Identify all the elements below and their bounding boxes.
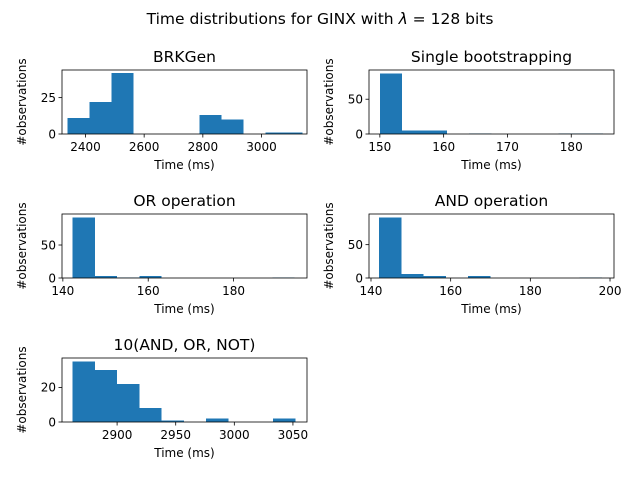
- histogram-bar: [139, 408, 162, 422]
- histogram-bar: [94, 276, 118, 278]
- histogram-bar: [468, 276, 491, 278]
- histogram-bar: [161, 420, 184, 422]
- x-tick-label: 2400: [70, 140, 101, 154]
- x-tick-label: 200: [599, 284, 622, 298]
- x-tick-label: 160: [432, 140, 455, 154]
- subplot-title: Single bootstrapping: [411, 48, 572, 66]
- subplot-brkgen: BRKGen Time (ms) #observations 2400 2600 2…: [15, 48, 308, 172]
- histogram-bar: [72, 361, 95, 422]
- subplot-single-bootstrapping: Single bootstrapping Time (ms) #observat…: [322, 48, 615, 172]
- x-axis-label: Time (ms): [460, 302, 522, 316]
- bars: [379, 73, 604, 134]
- histogram-bar: [221, 119, 244, 134]
- histogram-bar: [206, 418, 229, 422]
- x-tick-label: 3000: [219, 428, 250, 442]
- subplot-title: BRKGen: [153, 48, 216, 66]
- histogram-bar: [273, 418, 296, 422]
- y-axis-label: #observations: [322, 58, 336, 145]
- y-axis-label: #observations: [15, 202, 29, 289]
- x-axis-label: Time (ms): [153, 446, 215, 460]
- subplot-title: 10(AND, OR, NOT): [114, 336, 256, 354]
- y-tick-label: 0: [355, 127, 363, 141]
- figure-title-prefix: Time distributions for GINX with: [146, 10, 399, 28]
- histogram-bar: [199, 115, 222, 134]
- y-axis-label: #observations: [322, 202, 336, 289]
- x-tick-label: 140: [51, 284, 74, 298]
- x-tick-label: 180: [560, 140, 583, 154]
- axes-frame: [61, 213, 308, 279]
- subplot-and-operation: AND operation Time (ms) #observations 14…: [322, 192, 621, 316]
- x-tick-label: 160: [137, 284, 160, 298]
- y-axis-label: #observations: [15, 346, 29, 433]
- subplot-10-and-or-not: 10(AND, OR, NOT) Time (ms) #observations…: [15, 336, 308, 460]
- y-tick-label: 20: [41, 381, 56, 395]
- x-tick-label: 2600: [129, 140, 160, 154]
- y-tick-label: 0: [48, 415, 56, 429]
- x-tick-label: 3000: [246, 140, 277, 154]
- subplot-title: AND operation: [435, 192, 548, 210]
- y-axis-label: #observations: [15, 58, 29, 145]
- x-tick-label: 160: [439, 284, 462, 298]
- x-axis-label: Time (ms): [460, 158, 522, 172]
- x-tick-label: 2900: [102, 428, 133, 442]
- y-tick-label: 50: [41, 238, 56, 252]
- axes-frame: [368, 69, 615, 135]
- x-tick-label: 3050: [278, 428, 309, 442]
- bars: [72, 217, 295, 278]
- x-axis-label: Time (ms): [153, 158, 215, 172]
- subplot-or-operation: OR operation Time (ms) #observations 140…: [15, 192, 308, 316]
- y-tick-label: 50: [348, 238, 363, 252]
- histogram-bar: [423, 276, 446, 278]
- histogram-bar: [265, 132, 288, 134]
- axes-frame: [61, 69, 308, 135]
- x-tick-label: 170: [496, 140, 519, 154]
- histogram-bar: [424, 130, 447, 134]
- x-tick-label: 2800: [188, 140, 219, 154]
- histogram-bar: [401, 274, 424, 278]
- bars: [72, 361, 296, 422]
- axes-frame: [61, 357, 308, 423]
- x-axis-label: Time (ms): [153, 302, 215, 316]
- histogram-bar: [287, 132, 303, 134]
- histogram-bar: [402, 130, 425, 134]
- x-tick-label: 180: [222, 284, 245, 298]
- y-tick-label: 25: [41, 91, 56, 105]
- y-tick-label: 0: [355, 271, 363, 285]
- figure-title: Time distributions for GINX with λ = 128…: [146, 10, 494, 28]
- x-tick-label: 150: [368, 140, 391, 154]
- subplot-title: OR operation: [133, 192, 235, 210]
- histogram-bar: [89, 102, 112, 134]
- axes-frame: [368, 213, 615, 279]
- y-tick-label: 0: [48, 271, 56, 285]
- histogram-bar: [111, 72, 134, 134]
- x-tick-label: 140: [360, 284, 383, 298]
- y-tick-label: 50: [348, 93, 363, 107]
- histogram-bar: [67, 118, 90, 134]
- x-tick-label: 2950: [160, 428, 191, 442]
- histogram-bar: [72, 217, 95, 278]
- figure-title-suffix: = 128 bits: [408, 10, 494, 28]
- histogram-bar: [378, 217, 402, 278]
- figure-title-lambda: λ: [398, 10, 408, 28]
- x-tick-label: 180: [519, 284, 542, 298]
- histogram-bar: [117, 383, 140, 422]
- histogram-bar: [379, 73, 403, 134]
- histogram-bar: [94, 370, 118, 422]
- y-tick-label: 0: [48, 127, 56, 141]
- bars: [67, 72, 303, 134]
- histogram-bar: [139, 276, 162, 278]
- bars: [378, 217, 603, 278]
